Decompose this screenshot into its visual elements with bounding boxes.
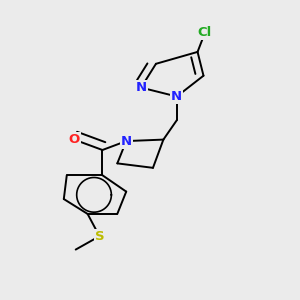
Text: N: N [171,90,182,103]
Text: N: N [121,135,132,148]
Text: N: N [136,81,147,94]
Text: O: O [69,133,80,146]
Text: Cl: Cl [198,26,212,39]
Text: S: S [95,230,104,243]
